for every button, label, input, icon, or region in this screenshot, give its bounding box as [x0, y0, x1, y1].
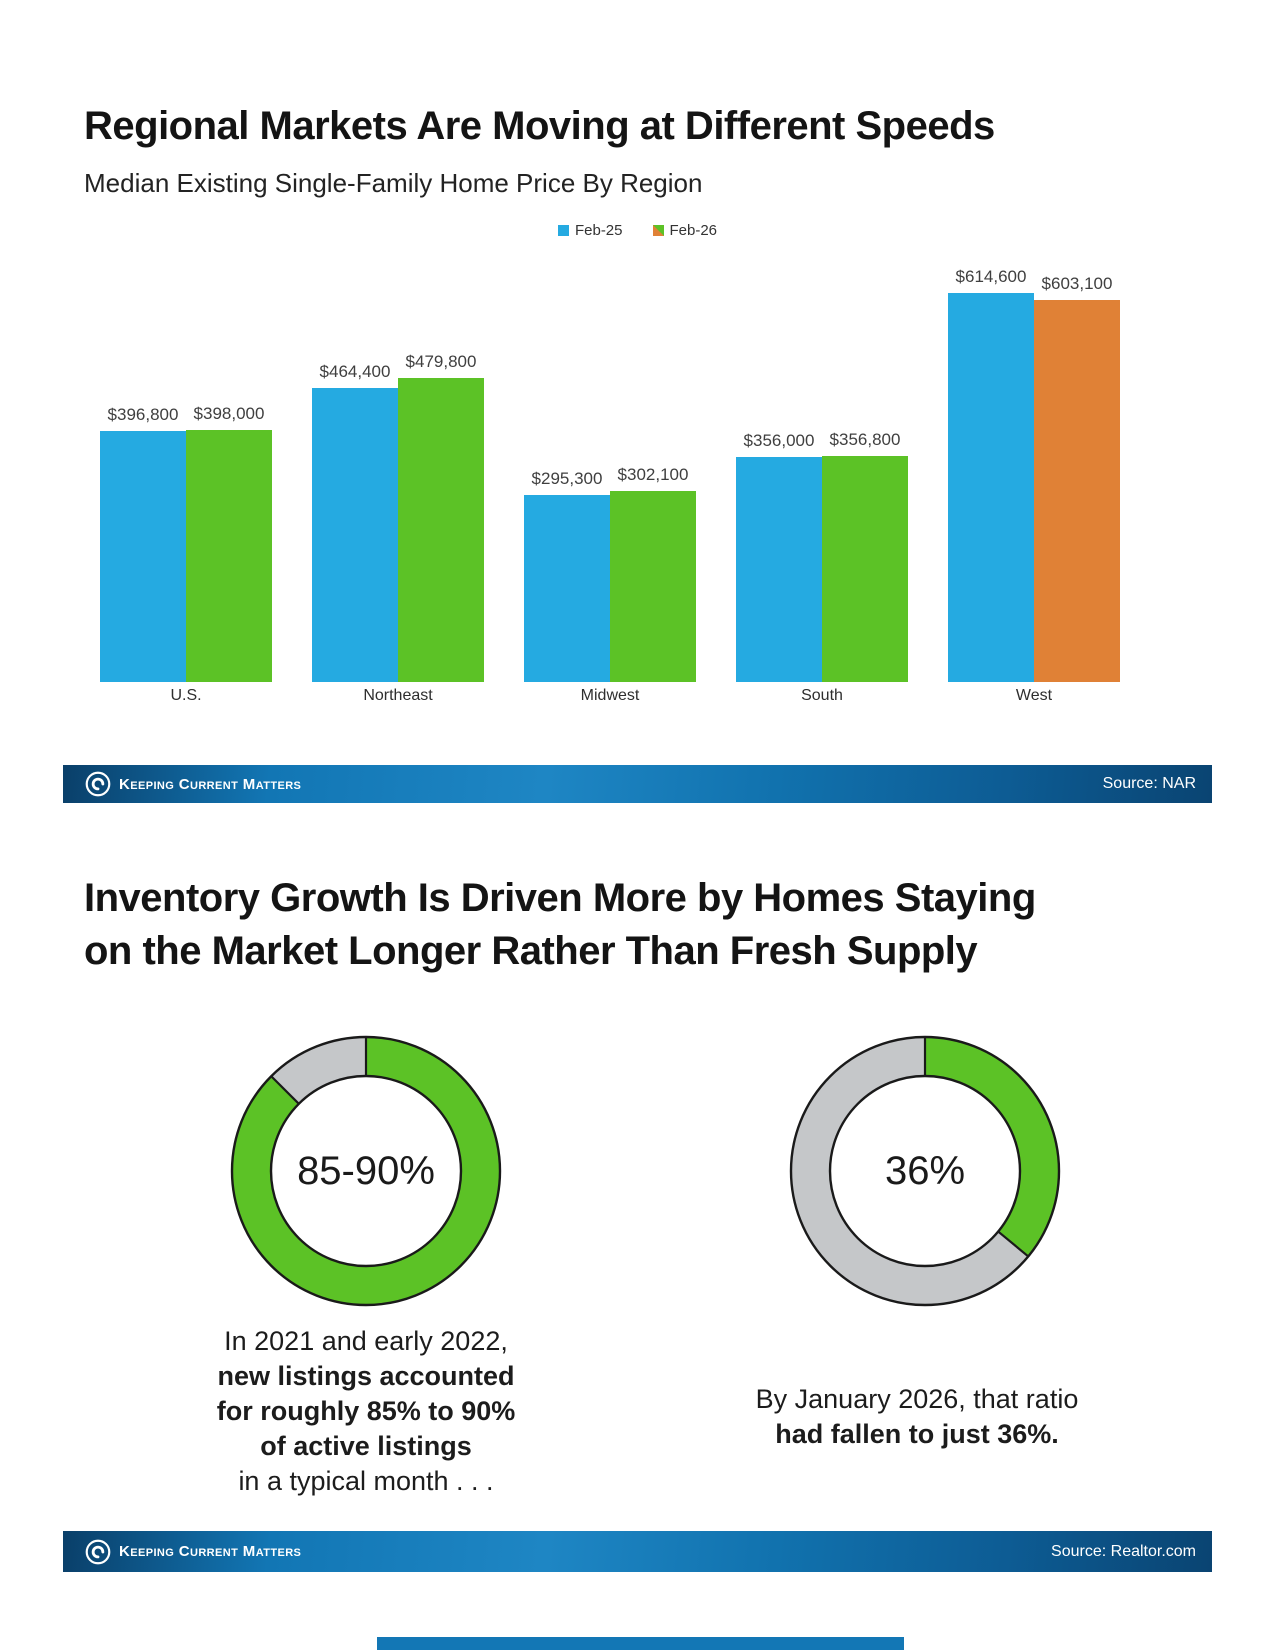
bar-column: $356,000 — [736, 431, 822, 682]
bar-column: $302,100 — [610, 465, 696, 682]
caption-line: in a typical month . . . — [238, 1466, 494, 1496]
bar-group-us: $396,800 $398,000 — [100, 404, 272, 682]
bar-chart-plot-area: $396,800 $398,000 $464,400 $479,800 $295,300… — [0, 250, 1275, 682]
chart2-footer-bar: Keeping Current Matters Source: Realtor.… — [63, 1531, 1212, 1572]
donut-chart-new-listings-2026: 36% — [789, 1035, 1061, 1307]
caption-line: In 2021 and early 2022, — [224, 1326, 508, 1356]
kcm-swirl-logo-icon — [85, 1539, 111, 1564]
kcm-swirl-logo-icon — [85, 771, 111, 797]
chart1-subtitle: Median Existing Single-Family Home Price… — [84, 168, 703, 198]
bar-column: $356,800 — [822, 430, 908, 682]
bar-group-south: $356,000 $356,800 — [736, 430, 908, 682]
legend-item-feb-25: Feb-25 — [557, 222, 623, 239]
kcm-brand-text: Keeping Current Matters — [119, 1543, 302, 1560]
bar-value-label: $356,800 — [829, 430, 901, 449]
bar-value-label: $356,000 — [743, 431, 815, 450]
donut2-svg — [789, 1035, 1061, 1307]
donut-chart-new-listings-2021: 85-90% — [230, 1035, 502, 1307]
bar-feb-26 — [822, 456, 908, 682]
donut1-caption: In 2021 and early 2022, new listings acco… — [126, 1324, 606, 1499]
caption-line: had fallen to just 36%. — [775, 1419, 1059, 1449]
bar-column: $614,600 — [948, 267, 1034, 682]
bar-feb-25 — [948, 293, 1034, 682]
chart1-title: Regional Markets Are Moving at Different… — [84, 104, 995, 148]
caption-line: of active listings — [260, 1431, 472, 1461]
chart1-source: Source: NAR — [1102, 775, 1196, 792]
bar-value-label: $614,600 — [955, 267, 1027, 286]
legend-swatch — [557, 225, 569, 236]
caption-line: for roughly 85% to 90% — [216, 1396, 516, 1426]
kcm-brand-text: Keeping Current Matters — [119, 775, 302, 793]
legend-label: Feb-26 — [669, 222, 718, 239]
caption-line: By January 2026, that ratio — [755, 1384, 1079, 1414]
bar-feb-25 — [736, 457, 822, 682]
caption-line: new listings accounted — [217, 1361, 515, 1391]
bar-value-label: $398,000 — [193, 404, 265, 423]
kcm-brand: Keeping Current Matters — [85, 1539, 301, 1565]
donut2-caption: By January 2026, that ratio had fallen to… — [677, 1382, 1157, 1452]
bar-feb-25 — [524, 495, 610, 682]
next-page-partial-banner — [377, 1637, 904, 1650]
bar-chart-category-labels: U.S. Northeast Midwest South West — [0, 687, 1275, 709]
kcm-brand: Keeping Current Matters — [85, 771, 301, 797]
bar-group-midwest: $295,300 $302,100 — [524, 465, 696, 682]
category-label: South — [801, 687, 843, 704]
donut1-svg — [230, 1035, 502, 1307]
bar-column: $398,000 — [186, 404, 272, 682]
bar-column: $464,400 — [312, 362, 398, 682]
chart2-title: Inventory Growth Is Driven More by Homes… — [84, 876, 1036, 973]
legend-item-feb-26: Feb-26 — [652, 222, 718, 239]
category-label: Midwest — [580, 687, 640, 704]
legend-label: Feb-25 — [574, 222, 623, 239]
bar-value-label: $464,400 — [319, 362, 391, 381]
bar-column: $295,300 — [524, 469, 610, 682]
bar-value-label: $479,800 — [405, 352, 477, 371]
category-label: U.S. — [170, 687, 202, 704]
donut1-center-label: 85-90% — [297, 1148, 435, 1193]
bar-value-label: $295,300 — [531, 469, 603, 488]
chart1-footer-bar: Keeping Current Matters Source: NAR — [63, 765, 1212, 803]
bar-value-label: $302,100 — [617, 465, 689, 484]
bar-feb-26 — [1034, 300, 1120, 682]
chart1-legend: Feb-25 Feb-26 — [0, 222, 1275, 239]
bar-column: $603,100 — [1034, 274, 1120, 682]
bar-column: $479,800 — [398, 352, 484, 682]
category-label: West — [1015, 687, 1053, 704]
donut2-center-label: 36% — [884, 1148, 966, 1193]
chart2-source: Source: Realtor.com — [1051, 1542, 1196, 1560]
legend-swatch — [652, 225, 664, 236]
bar-group-west: $614,600 $603,100 — [948, 267, 1120, 682]
bar-feb-26 — [610, 491, 696, 682]
bar-feb-25 — [100, 431, 186, 682]
bar-group-northeast: $464,400 $479,800 — [312, 352, 484, 682]
bar-feb-26 — [398, 378, 484, 682]
bar-feb-26 — [186, 430, 272, 682]
bar-value-label: $603,100 — [1041, 274, 1113, 293]
bar-feb-25 — [312, 388, 398, 682]
bar-column: $396,800 — [100, 405, 186, 682]
category-label: Northeast — [363, 687, 433, 704]
bar-value-label: $396,800 — [107, 405, 179, 424]
